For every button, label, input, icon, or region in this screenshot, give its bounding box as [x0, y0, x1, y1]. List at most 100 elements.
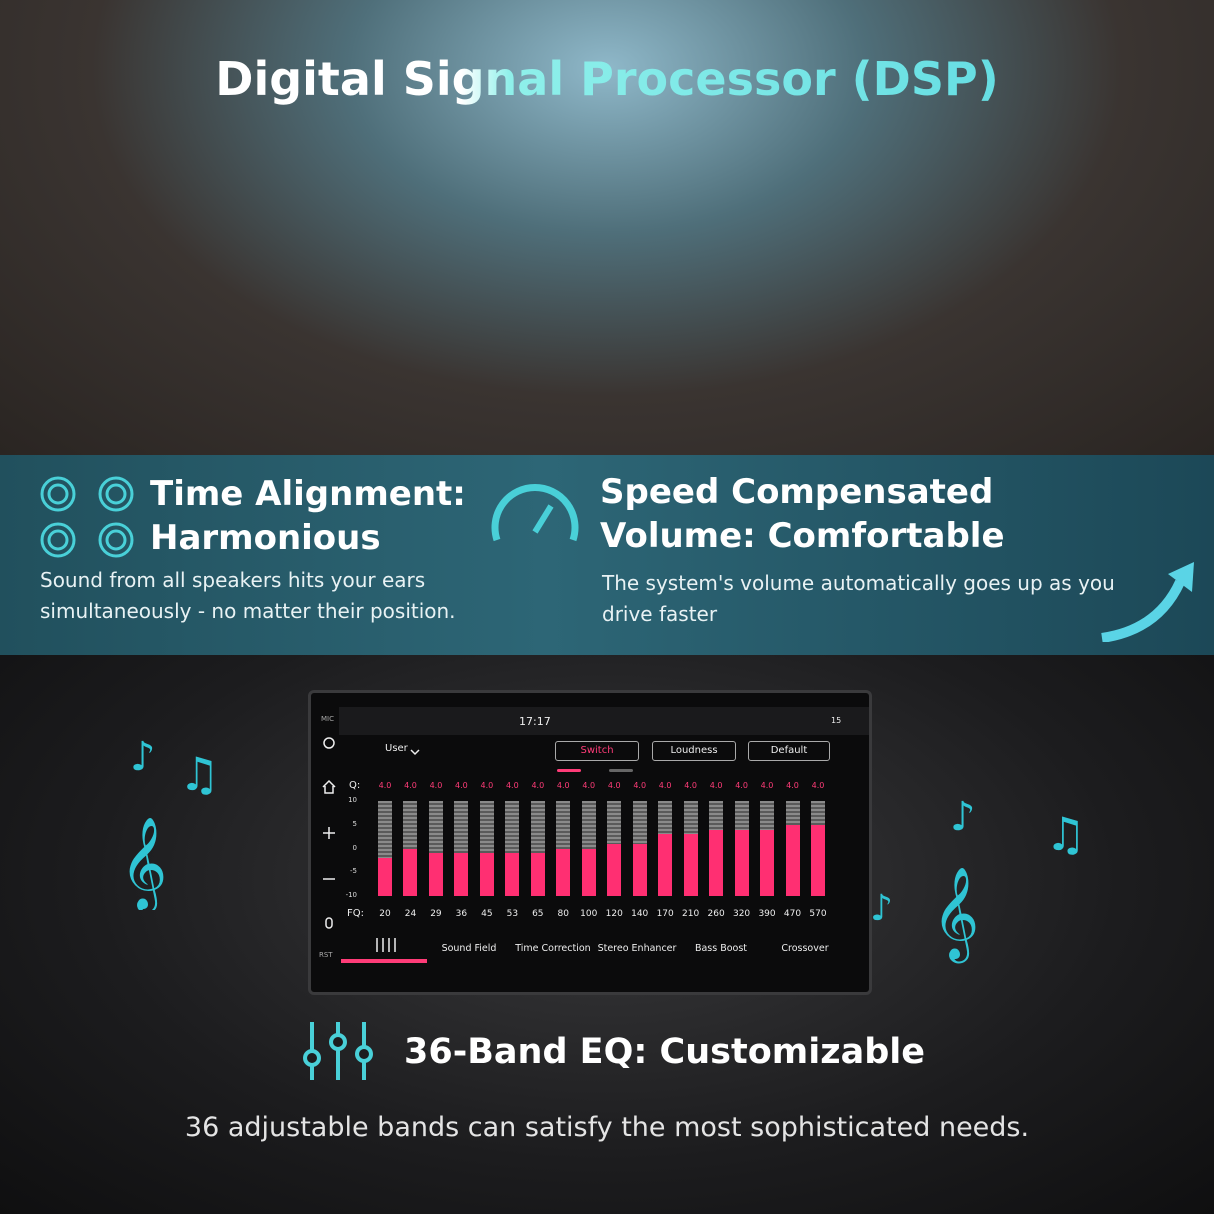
frequency-label: 45	[481, 909, 493, 919]
frequency-label: 29	[430, 909, 442, 919]
q-value: 4.0	[480, 781, 494, 790]
feature-title: Time Alignment: Harmonious	[150, 474, 466, 558]
svg-text:𝄞: 𝄞	[932, 866, 979, 963]
q-value: 4.0	[505, 781, 519, 790]
footer-text: 36 adjustable bands can satisfy the most…	[184, 1112, 1030, 1143]
frequency-label: 100	[580, 909, 598, 919]
frequency-label: 36	[455, 909, 468, 919]
q-value: 4.0	[531, 781, 545, 790]
q-value: 4.0	[404, 781, 417, 790]
frequency-label: 65	[532, 909, 544, 919]
band-level	[530, 853, 545, 896]
svg-text:♪: ♪	[130, 734, 156, 780]
q-value: 4.0	[811, 781, 825, 790]
q-value: 4.0	[684, 781, 697, 790]
scale-label: 5	[352, 819, 357, 828]
tab-underline	[341, 959, 427, 963]
frequency-label: 470	[783, 909, 802, 919]
side-label: MIC	[321, 715, 334, 723]
q-value: 4.0	[658, 781, 672, 790]
tab[interactable]: Time Correction	[515, 943, 591, 954]
svg-text:♪: ♪	[950, 794, 976, 840]
q-value: 4.0	[760, 781, 774, 790]
q-label: Q:	[349, 780, 361, 791]
q-value: 4.0	[735, 781, 748, 790]
frequency-label: 120	[605, 909, 623, 919]
preset[interactable]: User	[385, 743, 408, 754]
frequency-label: 80	[557, 909, 569, 919]
loudness-button[interactable]: Loudness	[652, 741, 736, 761]
band-level	[760, 829, 775, 896]
eq-tab-icon[interactable]	[373, 936, 403, 956]
svg-text:𝄞: 𝄞	[120, 816, 167, 910]
q-value: 4.0	[582, 781, 596, 790]
nav-icons	[322, 737, 420, 929]
band-level	[811, 824, 825, 896]
switch-button[interactable]: Switch	[555, 741, 639, 761]
svg-text:♪: ♪	[870, 888, 893, 929]
band-level	[581, 848, 596, 896]
band-level	[556, 848, 571, 896]
q-value: 4.0	[455, 781, 468, 790]
band-level	[479, 853, 494, 896]
status-bar	[339, 707, 869, 735]
eq-icon	[303, 1022, 373, 1080]
frequency-label: 390	[758, 909, 776, 919]
band-level	[683, 834, 698, 896]
frequency-label: 170	[656, 909, 674, 919]
frequency-label: 24	[404, 909, 417, 919]
scale-label: 0	[352, 843, 357, 852]
scale-label: -10	[345, 891, 357, 899]
frequency-label: 570	[809, 909, 827, 919]
time-alignment-icon	[40, 476, 134, 558]
svg-text:♫: ♫	[179, 747, 220, 801]
battery: 15	[831, 716, 842, 725]
q-value: 4.0	[786, 781, 799, 790]
frequency-label: 320	[732, 909, 751, 919]
page-dot	[609, 769, 633, 772]
tab[interactable]: Sound Field	[441, 943, 497, 954]
q-value: 4.0	[556, 781, 570, 790]
scale-label: 10	[348, 796, 357, 804]
tab[interactable]: Stereo Enhancer	[597, 943, 677, 954]
clock: 17:17	[519, 715, 551, 728]
tab[interactable]: Crossover	[781, 943, 829, 954]
band-level	[607, 843, 622, 896]
band-level	[505, 853, 520, 896]
band-level	[632, 843, 647, 896]
scale-label: -5	[350, 867, 357, 876]
fq-label: FQ:	[347, 908, 364, 919]
svg-text:♫: ♫	[1045, 807, 1086, 861]
side-label: RST	[319, 951, 333, 959]
frequency-label: 53	[506, 909, 519, 919]
photo-background	[0, 0, 1214, 455]
frequency-label: 260	[707, 909, 725, 919]
band-level	[658, 834, 673, 896]
feature-text: The system's volume automatically goes u…	[602, 571, 1115, 626]
q-value: 4.0	[633, 781, 647, 790]
q-value: 4.0	[607, 781, 621, 790]
feature-band	[0, 455, 1214, 655]
band-level	[734, 829, 749, 896]
frequency-label: 210	[682, 909, 700, 919]
q-value: 4.0	[709, 781, 723, 790]
frequency-label: 140	[631, 909, 649, 919]
title: Digital Signal Processor (DSP)	[0, 52, 1214, 106]
band-level	[428, 853, 443, 896]
footer-title: 36-Band EQ: Customizable	[404, 1032, 925, 1072]
frequency-label: 20	[379, 909, 391, 919]
band-level	[709, 829, 724, 896]
band-level	[454, 853, 469, 896]
band-level	[403, 848, 418, 896]
page-dot	[557, 769, 581, 772]
band-level	[378, 858, 392, 896]
head-unit-screen: MIC RST 17:17 15 User Switch Loudness De…	[308, 690, 872, 995]
music-notes: ♪ ♫ 𝄞 ♪	[870, 794, 1086, 963]
speedometer-icon	[491, 484, 579, 542]
band-level	[785, 824, 800, 896]
default-button[interactable]: Default	[748, 741, 830, 761]
feature-text: Sound from all speakers hits your ears s…	[40, 568, 456, 623]
tab[interactable]: Bass Boost	[694, 943, 748, 954]
arrow-icon	[1101, 562, 1194, 642]
